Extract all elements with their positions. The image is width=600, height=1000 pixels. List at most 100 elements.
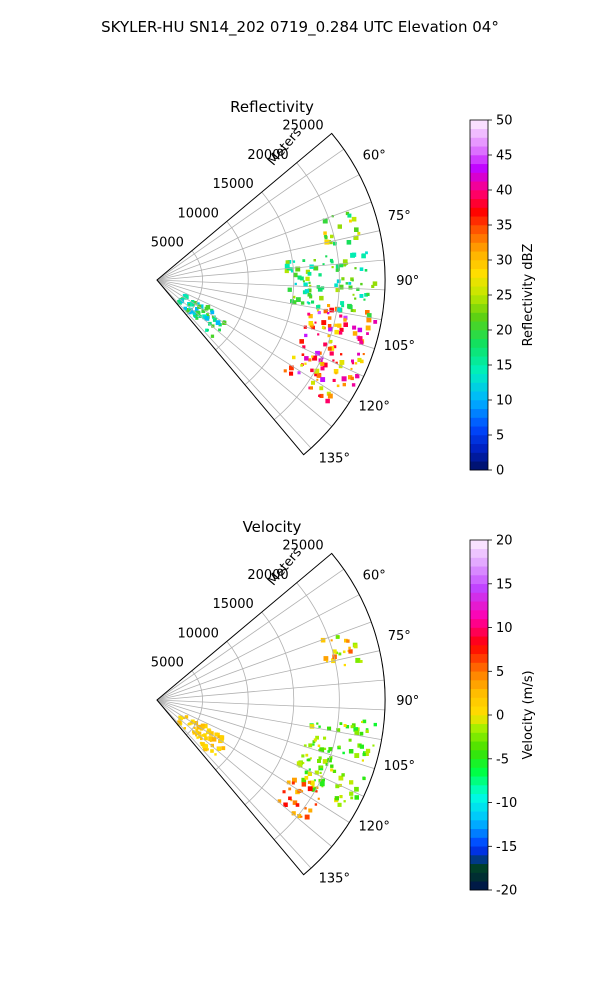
heatmap-cell [363,751,366,755]
heatmap-cell [357,357,362,362]
azimuth-tick-label: 90° [396,694,419,709]
panel-title: Reflectivity [230,98,314,116]
colorbar-segment [470,242,488,252]
heatmap-cell [303,744,307,748]
heatmap-cell [325,398,330,404]
heatmap-cell [341,277,345,281]
colorbar-segment [470,872,488,882]
heatmap-cell [316,373,322,378]
heatmap-cell [320,768,323,771]
heatmap-cell [208,736,213,741]
heatmap-cell [347,303,352,309]
colorbar-segment [470,583,488,593]
heatmap-cell [292,300,297,305]
heatmap-cell [359,294,364,298]
heatmap-cell [327,304,331,308]
azimuth-spoke [156,679,385,701]
heatmap-cell [366,292,370,296]
heatmap-cell [292,355,296,360]
heatmap-cell [362,776,365,780]
heatmap-cell [327,316,332,320]
colorbar-segment [470,575,488,585]
heatmap-cell [341,773,345,777]
heatmap-cell [311,784,315,788]
azimuth-spoke [156,279,312,449]
heatmap-cell [192,731,196,735]
heatmap-cell [301,782,307,787]
heatmap-cell [354,267,357,270]
heatmap-cell [350,725,354,729]
heatmap-cell [332,378,336,382]
colorbar-tick-label: 30 [496,254,513,269]
azimuth-spoke [156,279,332,427]
colorbar-segment [470,557,488,567]
colorbar-tick-label: -10 [496,796,517,811]
grid [156,553,386,876]
heatmap-cell [307,780,311,784]
colorbar-segment [470,697,488,707]
heatmap-cell [366,313,372,318]
colorbar-segment [470,295,488,305]
heatmap-cell [307,771,312,776]
heatmap-cell [329,339,333,343]
range-tick-label: 10000 [178,206,219,221]
colorbar-tick-label: 5 [496,429,504,444]
heatmap-cell [185,308,190,313]
azimuth-tick-label: 75° [388,629,411,644]
heatmap-cell [315,350,320,356]
heatmap-cell [304,362,307,365]
heatmap-cell [342,382,346,387]
colorbar-tick-label: 0 [496,464,504,479]
heatmap-cell [337,802,342,807]
heatmap-cell [351,359,354,363]
heatmap-cell [350,796,354,800]
heatmap-cell [299,276,304,281]
heatmap-cell [188,722,192,726]
heatmap-cell [334,323,338,327]
heatmap-cell [322,759,328,764]
heatmap-cell [334,796,339,801]
colorbar-label: Reflectivity dBZ [521,244,536,347]
heatmap-cell [335,635,340,639]
colorbar-tick-label: 15 [496,577,513,592]
heatmap-cell [221,746,226,751]
heatmap-cell [292,777,297,783]
heatmap-cell [343,800,346,803]
heatmap-cell [312,743,315,746]
azimuth-tick-label: 60° [363,569,386,584]
colorbar-segment [470,225,488,235]
heatmap-cell [200,728,203,731]
heatmap-cell [183,306,187,311]
colorbar-segment [470,811,488,821]
range-ring [273,582,340,841]
chart-panel-reflectivity: Reflectivity500010000150002000025000Mete… [151,98,536,479]
colorbar-segment [470,706,488,716]
colorbar-segment [470,286,488,296]
heatmap-cell [316,309,320,312]
heatmap-cell [360,359,364,364]
azimuth-spoke [156,621,372,701]
heatmap-cell [183,727,186,730]
heatmap-cell [211,324,215,328]
heatmap-cell [320,637,326,643]
azimuth-tick-label: 105° [384,759,415,774]
heatmap-cell [217,735,221,739]
heatmap-cell [314,321,317,324]
azimuth-spoke [156,699,364,797]
azimuth-spoke [156,594,360,701]
colorbar-segment [470,408,488,418]
heatmap-cell [327,324,332,328]
heatmap-cell [359,267,364,271]
heatmap-cell [323,747,327,750]
heatmap-cell [349,791,354,796]
colorbar-segment [470,181,488,191]
heatmap-cell [311,380,315,385]
heatmap-cell [282,790,286,794]
heatmap-cell [341,376,347,382]
heatmap-cell [344,638,348,643]
colorbar-segment [470,233,488,243]
heatmap-cell [325,763,329,766]
heatmap-cell [283,802,288,807]
heatmap-cell [372,744,375,747]
